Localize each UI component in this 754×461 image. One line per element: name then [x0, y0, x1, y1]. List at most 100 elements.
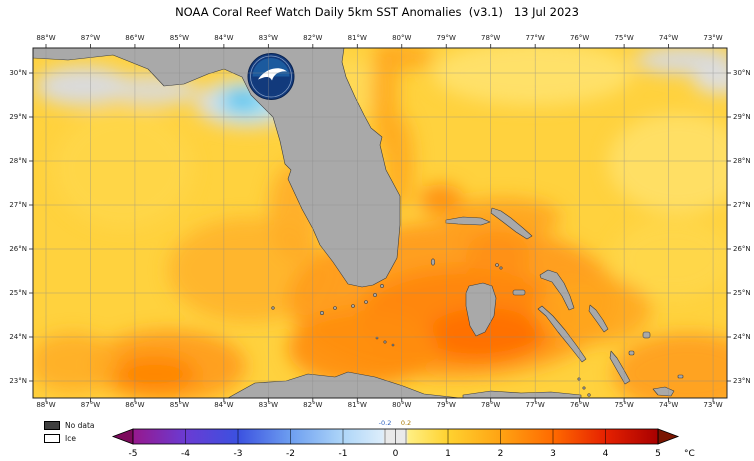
lon-label-bottom: 83°W — [258, 401, 279, 409]
florida-keys — [351, 304, 355, 308]
cat-island — [588, 304, 609, 333]
samana-cay — [677, 374, 684, 379]
axis-ticks — [29, 44, 731, 402]
lat-label-right: 28°N — [733, 157, 751, 165]
lat-label-right: 27°N — [733, 201, 751, 209]
lon-label-top: 81°W — [347, 34, 367, 42]
lon-label-top: 85°W — [169, 34, 190, 42]
lat-label-left: 29°N — [9, 113, 27, 121]
landmasses — [33, 48, 684, 398]
colorbar-tick-label: 1 — [445, 449, 451, 459]
colorbar-tick-label: -2 — [286, 449, 295, 459]
map-canvas — [33, 48, 727, 398]
map-title: NOAA Coral Reef Watch Daily 5km SST Anom… — [175, 5, 579, 19]
lat-label-right: 29°N — [733, 113, 751, 121]
lat-label-left: 24°N — [9, 333, 27, 341]
rum-cay — [628, 350, 635, 356]
florida-keys — [333, 306, 337, 310]
map-legend: No data Ice — [44, 419, 94, 445]
lat-label-right: 30°N — [733, 69, 751, 77]
lon-label-bottom: 82°W — [303, 401, 323, 409]
abaco-island — [490, 207, 533, 240]
noaa-seagull-icon — [258, 68, 287, 81]
lon-label-bottom: 85°W — [169, 401, 190, 409]
lon-label-top: 74°W — [658, 34, 679, 42]
grid-lines — [33, 48, 727, 398]
strongest-warm-anomaly — [427, 308, 543, 360]
lon-label-bottom: 76°W — [569, 401, 590, 409]
lat-label-left: 26°N — [9, 245, 27, 253]
berry-islands — [495, 263, 499, 267]
colorbar-sublabel: -0.2 — [379, 419, 392, 427]
long-island-bahamas — [609, 350, 631, 385]
no-data-label: No data — [65, 421, 95, 430]
new-providence-island — [512, 289, 526, 296]
florida-keys — [373, 293, 377, 297]
near-zero-patch — [35, 66, 131, 106]
colorbar-left-arrow — [111, 428, 134, 445]
lon-label-bottom: 79°W — [436, 401, 456, 409]
lon-label-top: 79°W — [436, 34, 456, 42]
ice-swatch — [44, 434, 60, 443]
colorbar-tick-label: 0 — [393, 449, 399, 459]
sst-anomaly-map — [29, 44, 731, 402]
cuba-cays — [462, 390, 582, 398]
legend-row-no-data: No data — [44, 419, 94, 432]
lon-label-top: 86°W — [125, 34, 145, 42]
colorbar-tick-label: 2 — [498, 449, 504, 459]
colorbar-tick-label: -4 — [181, 449, 190, 459]
lat-label-left: 25°N — [9, 289, 27, 297]
map-border — [32, 47, 728, 399]
lon-label-bottom: 78°W — [481, 401, 501, 409]
florida-keys — [364, 300, 368, 304]
lon-label-bottom: 81°W — [347, 401, 367, 409]
lat-label-left: 27°N — [9, 201, 27, 209]
colorbar-tick-label: 4 — [603, 449, 609, 459]
florida-keys — [319, 310, 324, 315]
ragged-islands — [587, 393, 591, 397]
dry-tortugas — [271, 306, 275, 310]
lon-label-bottom: 73°W — [703, 401, 723, 409]
ice-label: Ice — [65, 434, 76, 443]
colorbar-tick-label: -5 — [129, 449, 138, 459]
lon-label-top: 77°W — [525, 34, 545, 42]
exuma-cays — [537, 305, 587, 363]
colorbar-tick-label: -1 — [339, 449, 348, 459]
andros-island — [465, 282, 497, 337]
eleuthera-island — [539, 269, 575, 311]
lon-label-top: 78°W — [481, 34, 501, 42]
cay-sal-bank — [383, 340, 387, 344]
lat-label-right: 23°N — [733, 377, 751, 385]
cay-sal-bank — [391, 343, 395, 347]
lon-label-bottom: 80°W — [392, 401, 412, 409]
colorbar-right-arrow — [657, 428, 680, 445]
no-data-swatch — [44, 421, 60, 430]
ragged-islands — [582, 386, 586, 390]
lon-label-bottom: 77°W — [525, 401, 545, 409]
berry-islands — [499, 266, 503, 270]
grand-bahama-island — [445, 216, 491, 226]
lon-label-bottom: 88°W — [36, 401, 56, 409]
lat-label-left: 23°N — [9, 377, 27, 385]
lon-label-top: 88°W — [36, 34, 56, 42]
lon-label-top: 75°W — [614, 34, 634, 42]
colorbar-tick-label: 5 — [655, 449, 661, 459]
lon-label-bottom: 87°W — [80, 401, 101, 409]
florida-keys — [380, 284, 384, 288]
lon-label-top: 76°W — [569, 34, 590, 42]
colorbar-tick-label: 3 — [550, 449, 556, 459]
lat-label-left: 28°N — [9, 157, 27, 165]
lon-label-bottom: 74°W — [658, 401, 679, 409]
florida-landmass — [33, 48, 401, 288]
lon-label-top: 84°W — [214, 34, 234, 42]
lat-label-right: 24°N — [733, 333, 751, 341]
colorbar: -5 -4 -3 -2 -1 0 1 2 3 4 5 -0.2 0.2 °C — [111, 419, 695, 459]
lat-label-left: 30°N — [9, 69, 27, 77]
lon-label-bottom: 84°W — [214, 401, 234, 409]
colorbar-tick-label: -3 — [234, 449, 243, 459]
lon-label-bottom: 75°W — [614, 401, 634, 409]
colorbar-unit-label: °C — [684, 449, 695, 459]
lon-label-top: 82°W — [303, 34, 323, 42]
legend-row-ice: Ice — [44, 432, 94, 445]
